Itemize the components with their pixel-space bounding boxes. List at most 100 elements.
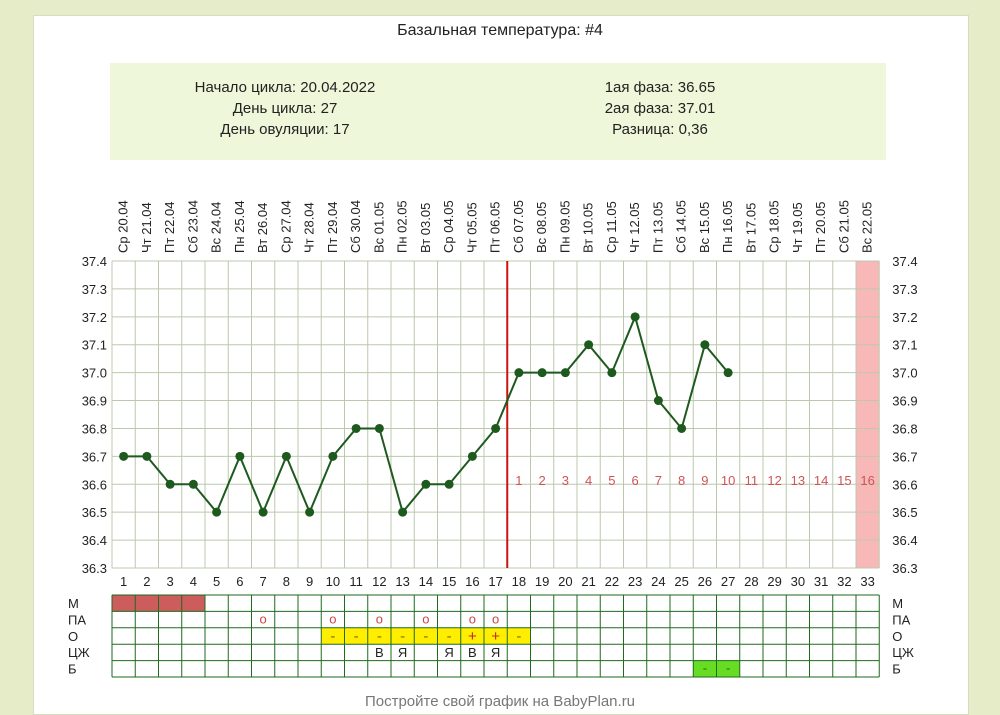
post-ovulation-count: 11: [745, 473, 759, 488]
post-ovulation-count: 8: [678, 473, 685, 488]
mucus-cell: [391, 627, 415, 645]
day-number-label: 15: [442, 574, 456, 589]
date-label: Сб 21.05: [836, 200, 851, 253]
date-label: Пн 02.05: [395, 200, 410, 253]
date-label: Ср 27.04: [278, 200, 293, 253]
day-number-label: 27: [721, 574, 735, 589]
row-label-right: ЦЖ: [892, 645, 914, 660]
pa-mark: o: [492, 611, 499, 626]
post-ovulation-count: 9: [701, 473, 708, 488]
footer-link[interactable]: Постройте свой график на BabyPlan.ru: [364, 693, 636, 710]
day-number-label: 30: [791, 574, 805, 589]
post-ovulation-count: 10: [721, 473, 735, 488]
temperature-point: [607, 368, 617, 378]
menstruation-cell: [112, 595, 136, 612]
temperature-point: [328, 451, 338, 461]
mucus-cell: [460, 627, 484, 645]
phase2-text: 2ая фаза: 37.01: [604, 100, 716, 117]
cycle-day-text: День цикла: 27: [232, 100, 338, 117]
post-ovulation-count: 1: [515, 473, 522, 488]
date-label: Пн 09.05: [557, 200, 572, 253]
temperature-point: [235, 451, 245, 461]
y-tick-label-right: 36.4: [892, 533, 917, 548]
row-label-right: ПА: [892, 612, 910, 627]
day-number-label: 12: [372, 574, 386, 589]
cz-mark: В: [468, 645, 477, 660]
y-tick-label-left: 37.2: [82, 310, 107, 325]
post-ovulation-count: 5: [608, 473, 615, 488]
post-ovulation-count: 2: [539, 473, 546, 488]
o-mark: -: [400, 628, 405, 645]
y-tick-label-right: 36.8: [892, 421, 917, 436]
y-tick-label-left: 36.5: [82, 505, 107, 520]
chart-title: Базальная температура: #4: [397, 22, 603, 39]
date-label: Вс 01.05: [371, 202, 386, 253]
temperature-point: [351, 423, 361, 433]
day-number-label: 26: [698, 574, 712, 589]
pa-mark: o: [469, 611, 476, 626]
day-number-label: 32: [837, 574, 851, 589]
day-number-label: 4: [190, 574, 197, 589]
date-label: Пт 20.05: [813, 202, 828, 253]
date-label: Пт 22.04: [162, 202, 177, 253]
cz-mark: В: [375, 645, 384, 660]
day-number-label: 31: [814, 574, 828, 589]
post-ovulation-count: 6: [632, 473, 639, 488]
temperature-point: [281, 451, 291, 461]
day-number-label: 7: [260, 574, 267, 589]
temperature-point: [398, 507, 408, 517]
day-number-label: 6: [236, 574, 243, 589]
y-tick-label-left: 36.9: [82, 394, 107, 409]
menstruation-cell: [135, 595, 159, 612]
day-number-label: 29: [767, 574, 781, 589]
date-label: Чт 21.04: [139, 202, 154, 253]
y-tick-label-left: 36.6: [82, 477, 107, 492]
row-label-right: М: [892, 596, 903, 611]
pa-mark: o: [376, 611, 383, 626]
difference-text: Разница: 0,36: [612, 121, 708, 138]
o-mark: -: [516, 628, 521, 645]
day-number-label: 19: [535, 574, 549, 589]
o-mark: -: [354, 628, 359, 645]
date-label: Ср 20.04: [116, 200, 131, 253]
row-label-right: Б: [892, 662, 901, 677]
y-tick-label-left: 36.8: [82, 421, 107, 436]
date-label: Вт 03.05: [418, 203, 433, 253]
o-mark: +: [468, 628, 477, 645]
post-ovulation-count: 3: [562, 473, 569, 488]
row-label-left: ЦЖ: [68, 645, 90, 660]
post-ovulation-count: 14: [814, 473, 828, 488]
date-label: Вс 22.05: [860, 202, 875, 253]
post-ovulation-count: 13: [791, 473, 805, 488]
mucus-cell: [414, 627, 438, 645]
day-number-label: 16: [465, 574, 479, 589]
post-ovulation-count: 7: [655, 473, 662, 488]
o-mark: -: [423, 628, 428, 645]
row-label-left: Б: [68, 662, 77, 677]
date-label: Сб 14.05: [674, 200, 689, 253]
y-tick-label-right: 36.7: [892, 449, 917, 464]
day-number-label: 2: [143, 574, 150, 589]
temperature-point: [467, 451, 477, 461]
post-ovulation-count: 12: [767, 473, 781, 488]
day-number-label: 18: [512, 574, 526, 589]
temperature-point: [653, 396, 663, 406]
o-mark: -: [447, 628, 452, 645]
mucus-cell: [367, 627, 391, 645]
day-number-label: 3: [167, 574, 174, 589]
temperature-point: [560, 368, 570, 378]
date-label: Пт 13.05: [650, 202, 665, 253]
temperature-point: [421, 479, 431, 489]
b-cell: [716, 660, 740, 677]
temperature-point: [258, 507, 268, 517]
temperature-point: [444, 479, 454, 489]
y-tick-label-left: 36.4: [82, 533, 107, 548]
date-label: Ср 18.05: [767, 200, 782, 253]
row-label-right: О: [892, 629, 902, 644]
day-number-label: 33: [860, 574, 874, 589]
day-number-label: 22: [605, 574, 619, 589]
date-label: Сб 07.05: [511, 200, 526, 253]
date-label: Ср 04.05: [441, 200, 456, 253]
menstruation-cell: [158, 595, 182, 612]
day-number-label: 1: [120, 574, 127, 589]
